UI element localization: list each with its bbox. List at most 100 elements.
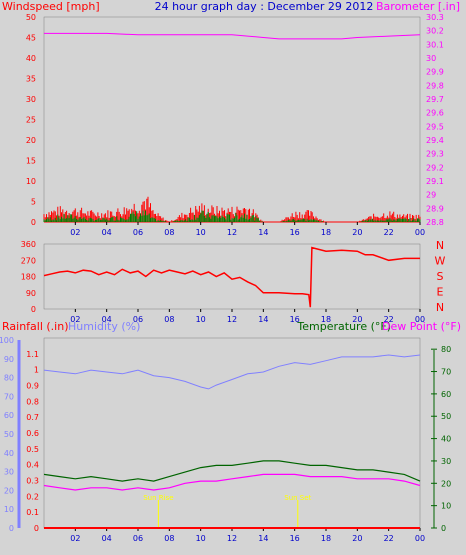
humidity-tick-label: 100 <box>0 336 14 345</box>
wind-avg-series <box>43 210 421 222</box>
rain-tick-label: 0.5 <box>26 445 39 454</box>
humidity-tick-label: 80 <box>4 374 14 383</box>
humidity-tick-label: 50 <box>4 430 14 439</box>
humidity-tick-label: 0 <box>9 524 14 533</box>
barometer-tick-label: 29.1 <box>426 177 444 186</box>
wind-x-tick-label: 12 <box>227 228 237 237</box>
barometer-tick-label: 29.7 <box>426 95 444 104</box>
direction-tick-label: 90 <box>26 289 36 298</box>
sun-marker-label: Sun Set <box>284 494 311 502</box>
rain-x-tick-label: 06 <box>133 534 143 543</box>
humidity-y-axis: 0 10 20 30 40 50 60 70 80 90 100 <box>0 336 14 533</box>
humidity-tick-label: 70 <box>4 392 14 401</box>
wind-y-axis: 0 5 10 15 20 25 30 35 40 45 50 <box>26 13 36 227</box>
temperature-tick-label: 20 <box>441 479 451 488</box>
rain-tick-label: 0.8 <box>26 397 39 406</box>
sun-markers: Sun Rise Sun Set <box>143 494 312 528</box>
rain-tick-label: 0.7 <box>26 413 39 422</box>
wind-x-axis: 02 04 06 08 10 12 14 16 18 20 22 00 <box>70 222 425 237</box>
wind-x-tick-label: 18 <box>321 228 331 237</box>
rain-tick-label: 0 <box>34 524 39 533</box>
humidity-tick-label: 20 <box>4 486 14 495</box>
wind-tick-label: 20 <box>26 136 36 145</box>
direction-x-tick-label: 22 <box>384 315 394 324</box>
humidity-tick-label: 40 <box>4 449 14 458</box>
dewpoint-series <box>43 473 421 491</box>
wind-tick-label: 40 <box>26 54 36 63</box>
temperature-tick-label: 60 <box>441 390 451 399</box>
direction-tick-label: 0 <box>31 305 36 314</box>
wind-x-tick-label: 20 <box>352 228 362 237</box>
wind-tick-label: 0 <box>31 218 36 227</box>
direction-x-tick-label: 04 <box>102 315 112 324</box>
wind-tick-label: 30 <box>26 95 36 104</box>
rainfall-label: Rainfall (.in) <box>2 320 69 333</box>
wind-x-tick-label: 04 <box>102 228 112 237</box>
compass-letter: S <box>437 270 444 283</box>
barometer-tick-label: 29.2 <box>426 163 444 172</box>
rain-tick-label: 0.3 <box>26 477 39 486</box>
rain-x-tick-label: 10 <box>196 534 206 543</box>
direction-x-tick-label: 08 <box>164 315 174 324</box>
rain-x-axis: 02 04 06 08 10 12 14 16 18 20 22 00 <box>70 528 425 543</box>
page-title: 24 hour graph day : December 29 2012 <box>155 0 374 13</box>
barometer-tick-label: 28.8 <box>426 218 444 227</box>
rain-tick-label: 0.9 <box>26 382 39 391</box>
rain-x-tick-label: 16 <box>290 534 300 543</box>
barometer-tick-label: 28.9 <box>426 204 444 213</box>
barometer-tick-label: 29.9 <box>426 68 444 77</box>
temperature-label: Temperature (°F) <box>296 320 391 333</box>
rain-x-tick-label: 04 <box>102 534 112 543</box>
wind-plot-frame <box>43 16 421 223</box>
wind-x-tick-label: 06 <box>133 228 143 237</box>
compass-letter: N <box>436 239 444 252</box>
barometer-tick-label: 30.2 <box>426 27 444 36</box>
wind-x-tick-label: 00 <box>415 228 425 237</box>
direction-x-tick-label: 16 <box>290 315 300 324</box>
wind-tick-label: 15 <box>26 157 36 166</box>
barometer-y-axis: 28.8 28.9 29 29.1 29.2 29.3 29.4 29.5 29.6 29.7 29… <box>426 13 444 227</box>
wind-x-tick-label: 22 <box>384 228 394 237</box>
humidity-label: Humidity (%) <box>68 320 140 333</box>
wind-tick-label: 35 <box>26 75 36 84</box>
direction-x-tick-label: 00 <box>415 315 425 324</box>
barometer-tick-label: 29.4 <box>426 136 444 145</box>
rain-x-tick-label: 18 <box>321 534 331 543</box>
windspeed-label: Windspeed [mph] <box>2 0 100 13</box>
barometer-tick-label: 29.8 <box>426 81 444 90</box>
direction-x-tick-label: 20 <box>352 315 362 324</box>
compass-letter: N <box>436 301 444 314</box>
temperature-tick-label: 0 <box>441 524 446 533</box>
temperature-tick-label: 30 <box>441 457 451 466</box>
humidity-tick-label: 60 <box>4 411 14 420</box>
barometer-tick-label: 30.3 <box>426 13 444 22</box>
direction-x-tick-label: 02 <box>70 315 80 324</box>
direction-x-tick-label: 18 <box>321 315 331 324</box>
barometer-label: Barometer [.in] <box>376 0 460 13</box>
direction-x-tick-label: 06 <box>133 315 143 324</box>
dewpoint-label: Dew Point (°F) <box>382 320 461 333</box>
barometer-tick-label: 30.1 <box>426 40 444 49</box>
rain-tick-label: 0.6 <box>26 429 39 438</box>
humidity-tick-label: 90 <box>4 355 14 364</box>
temperature-tick-label: 40 <box>441 435 451 444</box>
wind-tick-label: 45 <box>26 34 36 43</box>
barometer-series <box>44 32 421 40</box>
wind-tick-label: 5 <box>31 198 36 207</box>
wind-x-tick-label: 02 <box>70 228 80 237</box>
sun-marker-label: Sun Rise <box>143 494 173 502</box>
wind-x-tick-label: 14 <box>258 228 268 237</box>
rain-plot-frame <box>43 337 421 529</box>
compass-letter: E <box>437 286 444 299</box>
rain-x-tick-label: 08 <box>164 534 174 543</box>
wind-x-tick-label: 08 <box>164 228 174 237</box>
compass-letter: W <box>435 255 446 268</box>
rain-tick-label: 1.1 <box>26 350 39 359</box>
rain-y-axis: 0 0.1 0.2 0.3 0.4 0.5 0.6 0.7 0.8 0.9 1 1.1 <box>26 350 39 533</box>
direction-tick-label: 360 <box>21 240 36 249</box>
wind-tick-label: 10 <box>26 177 36 186</box>
rain-x-tick-label: 14 <box>258 534 268 543</box>
wind-tick-label: 50 <box>26 13 36 22</box>
wind-x-tick-label: 10 <box>196 228 206 237</box>
